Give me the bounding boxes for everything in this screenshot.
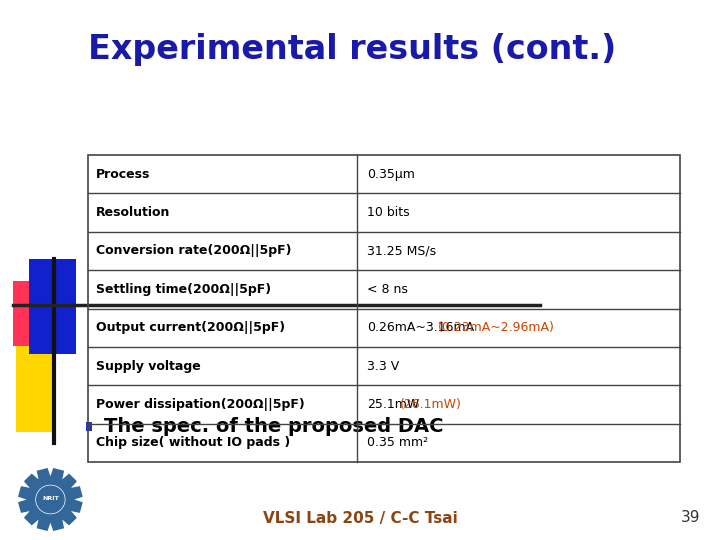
Text: Power dissipation(200Ω||5pF): Power dissipation(200Ω||5pF) [96, 398, 305, 411]
Text: The spec. of the proposed DAC: The spec. of the proposed DAC [104, 417, 444, 436]
Text: (0.23mA~2.96mA): (0.23mA~2.96mA) [438, 321, 554, 334]
Bar [88, 155, 680, 462]
Circle shape [37, 486, 64, 513]
Text: 0.26mA~3.16mA: 0.26mA~3.16mA [367, 321, 474, 334]
Text: 0.35μm: 0.35μm [367, 168, 415, 181]
Text: Chip size( without IO pads ): Chip size( without IO pads ) [96, 436, 290, 449]
Text: < 8 ns: < 8 ns [367, 283, 408, 296]
Text: 25.1mW: 25.1mW [367, 398, 420, 411]
Text: 3.3 V: 3.3 V [367, 360, 400, 373]
Text: Supply voltage: Supply voltage [96, 360, 201, 373]
Text: (26.1mW): (26.1mW) [400, 398, 462, 411]
Text: VLSI Lab 205 / C-C Tsai: VLSI Lab 205 / C-C Tsai [263, 510, 457, 525]
Text: 10 bits: 10 bits [367, 206, 410, 219]
Bar [16, 335, 55, 432]
Text: NRIT: NRIT [42, 496, 59, 501]
Bar [13, 281, 48, 346]
Text: Settling time(200Ω||5pF): Settling time(200Ω||5pF) [96, 283, 271, 296]
Text: 31.25 MS/s: 31.25 MS/s [367, 245, 436, 258]
Text: Resolution: Resolution [96, 206, 171, 219]
Text: Conversion rate(200Ω||5pF): Conversion rate(200Ω||5pF) [96, 245, 292, 258]
Text: Experimental results (cont.): Experimental results (cont.) [88, 33, 616, 66]
Text: 39: 39 [680, 510, 700, 525]
Text: Process: Process [96, 168, 150, 181]
Circle shape [36, 485, 65, 514]
Text: 0.35 mm²: 0.35 mm² [367, 436, 428, 449]
Bar [86, 422, 92, 431]
Polygon shape [19, 469, 82, 530]
Text: Output current(200Ω||5pF): Output current(200Ω||5pF) [96, 321, 285, 334]
Bar [29, 259, 76, 354]
